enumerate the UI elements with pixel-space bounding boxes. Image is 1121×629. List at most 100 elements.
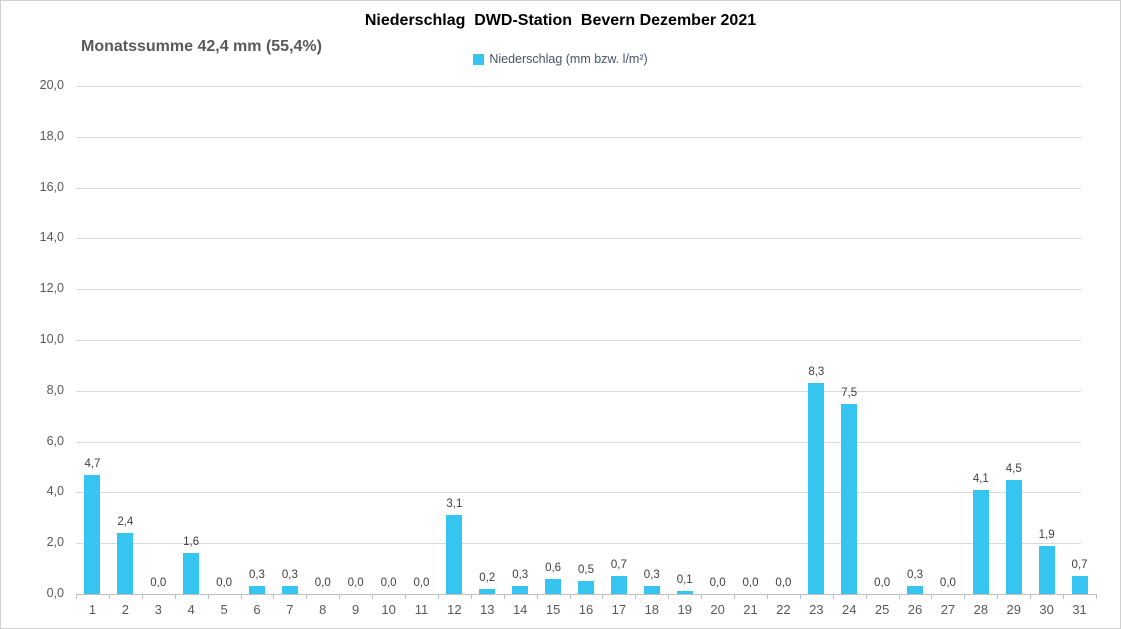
x-axis-tick [208,594,209,599]
x-axis-tick [635,594,636,599]
x-tick-label: 4 [187,602,195,617]
bar-day-2 [117,533,134,594]
plot-area: 4,7 2,4 0,0 1,6 0,0 0,3 0,3 0,0 0,0 0,0 0,0 3,1 0,2 0… [76,86,1097,599]
x-tick-label: 6 [253,602,261,617]
x-axis-tick [339,594,340,599]
bar-value-label: 0,0 [150,577,167,589]
gridline [76,543,1081,545]
bar-day-26 [907,586,924,594]
x-axis-tick [504,594,505,599]
x-axis-tick [602,594,603,599]
x-axis-tick [931,594,932,599]
bar-value-label: 4,5 [1005,462,1022,475]
x-tick-label: 16 [578,602,594,617]
gridline [76,441,1081,443]
bar-value-label: 4,1 [972,472,989,485]
bar-day-16 [578,581,594,594]
bar-value-label: 0,0 [742,577,759,589]
gridline [76,390,1081,392]
legend-swatch-icon [473,53,485,65]
x-axis-tick [306,594,307,599]
bar-day-17 [610,576,627,594]
x-tick-label: 8 [319,602,327,617]
x-axis-tick [142,594,143,599]
x-tick-label: 1 [88,602,97,617]
x-tick-label: 24 [841,602,857,617]
bar-day-13 [479,588,496,594]
x-tick-label: 18 [644,602,660,617]
bar-value-label: 0,0 [775,577,792,589]
bar-value-label: 0,3 [248,569,265,582]
x-axis-tick [800,594,801,599]
gridline [76,136,1081,138]
bar-value-label: 0,0 [314,577,331,589]
bar-day-15 [545,578,562,594]
x-tick-label: 10 [381,602,396,617]
x-tick-label: 20 [710,602,725,617]
x-axis-tick [109,594,110,599]
y-tick-label: 16,0 [39,179,64,194]
bar-value-label: 0,0 [939,577,956,589]
x-axis-tick [734,594,735,599]
x-tick-label: 12 [447,602,462,617]
x-axis-tick [570,594,571,599]
x-axis-tick [767,594,768,599]
bar-day-18 [643,586,660,594]
x-tick-label: 3 [154,602,162,617]
x-tick-label: 28 [973,602,989,617]
bar-day-12 [446,515,463,594]
y-tick-label: 12,0 [39,281,64,296]
bar-value-label: 0,7 [610,559,627,572]
x-axis-tick [405,594,406,599]
x-axis-tick [438,594,439,599]
bar-day-24 [841,403,858,594]
bar-day-31 [1071,576,1088,594]
bar-value-label: 0,1 [676,574,693,587]
bar-value-label: 8,3 [808,366,825,379]
chart-subtitle: Monatssumme 42,4 mm (55,4%) [81,38,322,55]
x-tick-label: 19 [677,602,692,617]
x-tick-label: 23 [809,602,824,617]
gridline [76,492,1081,494]
x-axis-tick [1030,594,1031,599]
gridline [76,86,1081,87]
bar-value-label: 0,5 [578,564,594,577]
bar-day-1 [84,474,101,594]
y-tick-label: 6,0 [46,433,64,448]
bar-value-label: 0,3 [281,569,298,582]
x-axis-tick [964,594,965,599]
bar-value-label: 0,7 [1071,559,1088,572]
bar-value-label: 1,6 [183,536,200,549]
y-tick-label: 18,0 [39,128,64,143]
x-axis-tick [537,594,538,599]
gridline [76,340,1081,341]
bar-day-14 [512,586,529,594]
bar-value-label: 0,0 [709,577,726,589]
bar-day-19 [676,591,693,594]
bar-value-label: 0,3 [512,569,529,582]
legend-label: Niederschlag (mm bzw. l/m²) [489,52,648,66]
x-tick-label: 15 [545,602,561,617]
bar-value-label: 0,0 [413,577,430,589]
y-tick-label: 14,0 [39,230,64,245]
bar-value-label: 0,0 [216,577,233,589]
bar-value-label: 0,6 [545,561,562,574]
bar-value-label: 0,0 [347,577,364,589]
x-tick-label: 2 [121,602,129,617]
x-tick-label: 17 [611,602,627,617]
x-tick-label: 14 [512,602,528,617]
y-tick-label: 20,0 [39,78,64,92]
x-axis-tick [668,594,669,599]
bar-day-29 [1005,479,1022,594]
x-axis-tick [866,594,867,599]
bar-value-label: 1,9 [1038,528,1055,541]
x-tick-label: 30 [1039,602,1054,617]
bar-value-label: 0,3 [643,569,660,582]
bar-value-label: 4,7 [84,457,101,470]
y-tick-label: 8,0 [46,382,64,397]
bar-value-label: 0,0 [874,577,891,589]
y-tick-label: 4,0 [46,484,64,499]
x-tick-label: 7 [286,602,294,617]
bar-day-4 [183,553,200,594]
